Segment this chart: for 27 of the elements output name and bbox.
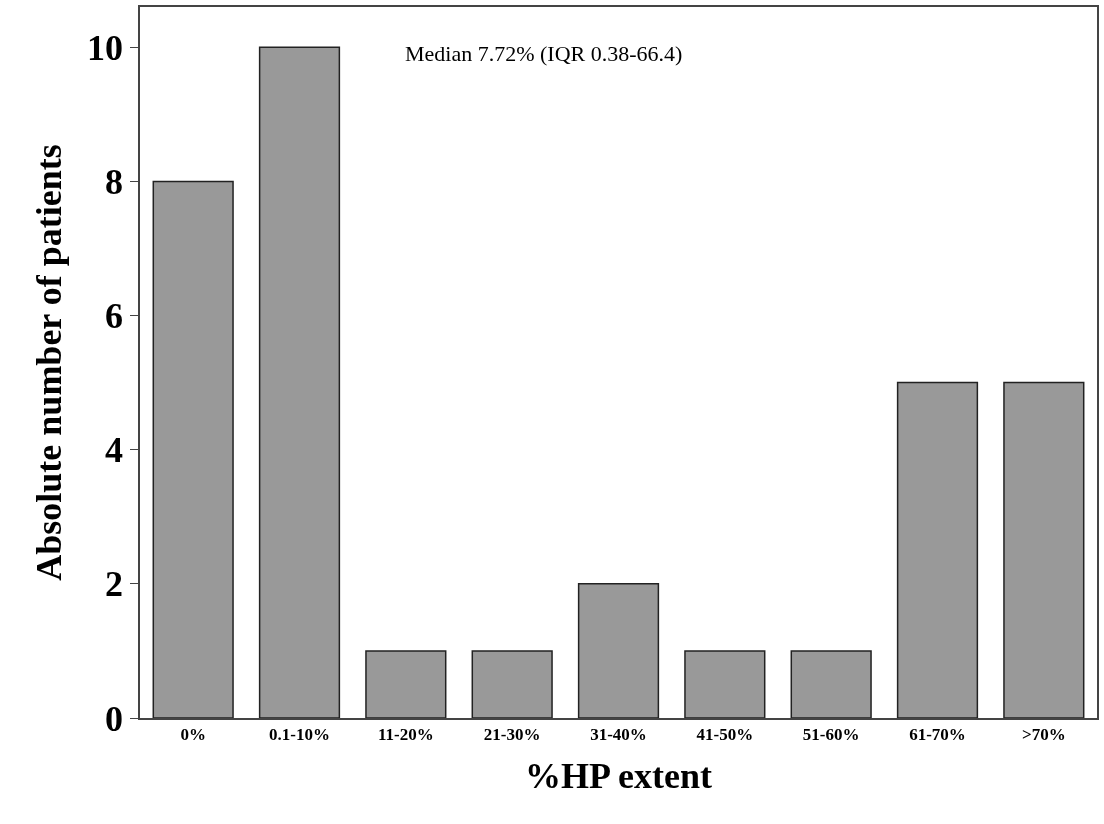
x-tick-label: 0.1-10% — [269, 725, 330, 745]
annotation: Median 7.72% (IQR 0.38-66.4) — [405, 41, 683, 66]
bar — [684, 650, 766, 718]
bar — [365, 650, 447, 718]
y-tick-label: 8 — [105, 162, 124, 202]
bar — [1003, 381, 1085, 718]
y-tick-label: 10 — [87, 27, 124, 68]
x-tick-label: 21-30% — [483, 725, 541, 745]
bar — [790, 650, 872, 718]
x-tick-label: 0% — [180, 725, 206, 745]
bar — [471, 650, 553, 718]
x-tick-label: 61-70% — [909, 725, 966, 745]
x-tick-label: 51-60% — [802, 725, 860, 745]
y-tick-label: 4 — [105, 430, 124, 471]
y-axis-title: Absolute number of patients — [29, 144, 70, 581]
x-tick-label: 41-50% — [696, 725, 754, 745]
x-tick-label: 11-20% — [377, 725, 434, 745]
x-tick-label: >70% — [1021, 725, 1066, 745]
bar — [152, 180, 234, 718]
x-axis-title: %HP extent — [525, 756, 712, 797]
x-tick-label: 31-40% — [590, 725, 647, 745]
bar — [258, 46, 341, 718]
bar — [896, 381, 979, 718]
y-tick-label: 6 — [105, 296, 124, 337]
y-tick-label: 2 — [105, 564, 124, 605]
bar — [577, 583, 660, 718]
y-tick-label: 0 — [105, 698, 124, 739]
